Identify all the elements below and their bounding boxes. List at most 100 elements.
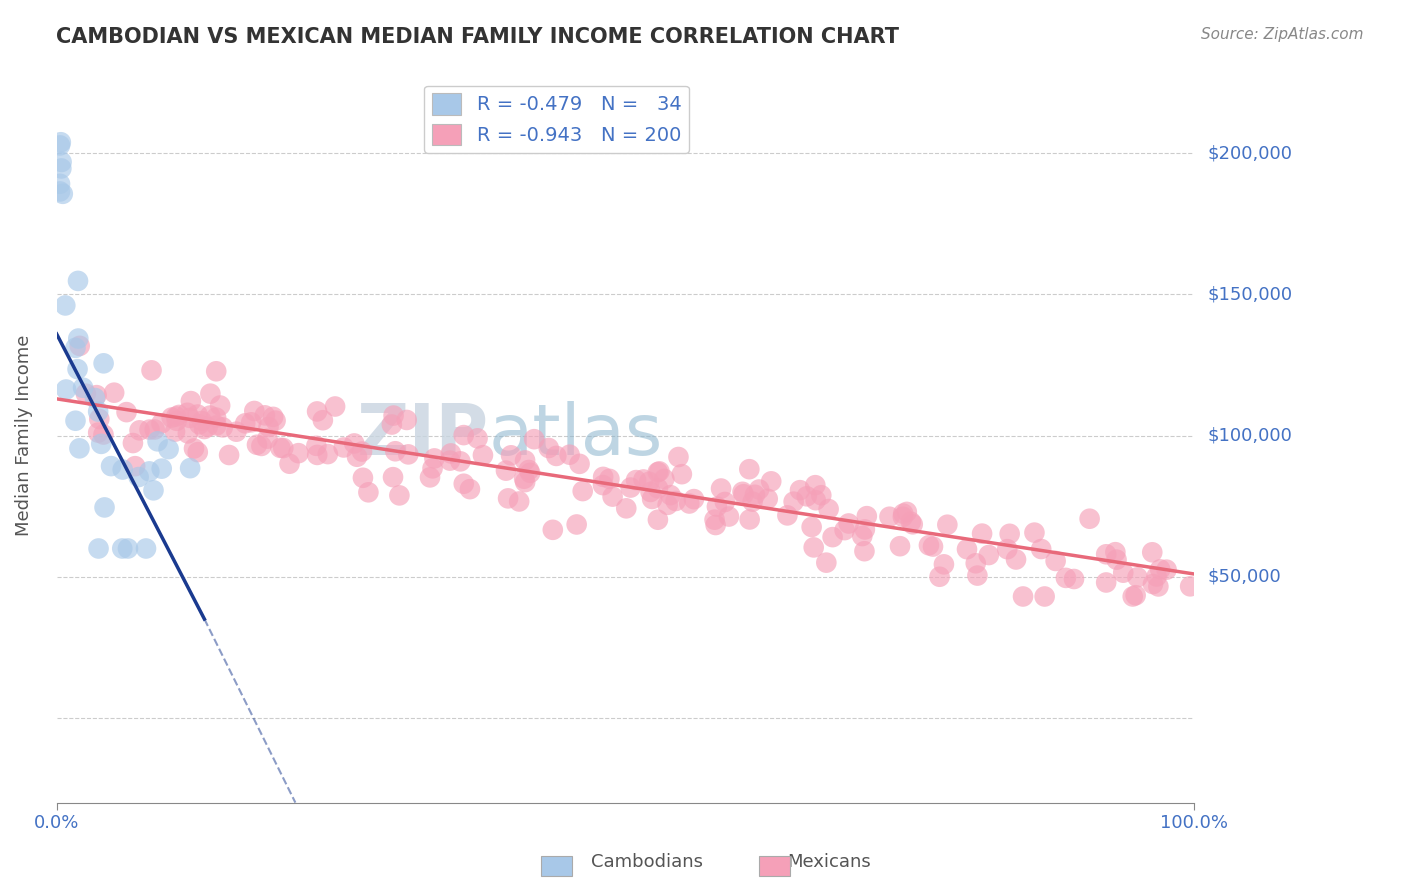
Point <box>1045 554 1067 568</box>
Point <box>1105 552 1128 566</box>
Point <box>453 476 475 491</box>
Point <box>647 481 669 495</box>
Point <box>183 442 205 456</box>
Point <box>177 426 200 441</box>
Point <box>647 465 669 479</box>
Text: $50,000: $50,000 <box>1208 567 1281 586</box>
Point <box>49 177 72 191</box>
Point <box>467 431 489 445</box>
Point <box>657 498 679 512</box>
Point <box>965 556 987 570</box>
Point <box>706 500 728 514</box>
Point <box>111 541 134 556</box>
Point <box>250 439 273 453</box>
Point <box>1054 571 1077 585</box>
Point <box>218 448 240 462</box>
Point <box>188 417 211 432</box>
Point <box>901 517 924 532</box>
Point <box>449 454 471 468</box>
Point <box>419 470 441 484</box>
Point <box>1095 547 1118 561</box>
Point <box>804 478 827 492</box>
Point <box>307 448 329 462</box>
Point <box>782 494 804 508</box>
Point <box>346 450 368 464</box>
Point <box>240 415 263 429</box>
Point <box>517 463 540 477</box>
Point <box>128 423 150 437</box>
Point <box>495 464 517 478</box>
Point <box>53 298 76 312</box>
Point <box>323 400 346 414</box>
Point <box>103 385 125 400</box>
Point <box>513 453 536 467</box>
Point <box>683 492 706 507</box>
Point <box>458 482 481 496</box>
Point <box>439 453 461 467</box>
Point <box>352 471 374 485</box>
Point <box>671 467 693 482</box>
Point <box>382 409 405 423</box>
Point <box>541 523 564 537</box>
Point <box>100 459 122 474</box>
Point <box>117 541 139 556</box>
Point <box>1142 577 1164 591</box>
Point <box>513 472 536 486</box>
Point <box>1112 566 1135 580</box>
Point <box>187 445 209 459</box>
Point <box>66 274 89 288</box>
Point <box>305 439 328 453</box>
Point <box>233 417 256 431</box>
Point <box>205 364 228 378</box>
Point <box>977 548 1000 562</box>
Point <box>640 484 662 499</box>
Point <box>422 461 444 475</box>
Point <box>67 332 90 346</box>
Point <box>67 442 90 456</box>
Point <box>571 484 593 499</box>
Point <box>620 481 643 495</box>
Point <box>804 493 827 508</box>
Point <box>440 446 463 460</box>
Point <box>163 425 186 439</box>
Point <box>150 461 173 475</box>
Point <box>1063 572 1085 586</box>
Point <box>665 494 688 508</box>
Point <box>932 558 955 572</box>
Point <box>384 444 406 458</box>
Legend: R = -0.479   N =   34, R = -0.943   N = 200: R = -0.479 N = 34, R = -0.943 N = 200 <box>425 86 689 153</box>
Point <box>271 441 294 455</box>
Point <box>124 459 146 474</box>
Point <box>93 356 115 370</box>
Point <box>141 363 163 377</box>
Point <box>111 462 134 476</box>
Point <box>789 483 811 498</box>
Point <box>243 404 266 418</box>
Text: CAMBODIAN VS MEXICAN MEDIAN FAMILY INCOME CORRELATION CHART: CAMBODIAN VS MEXICAN MEDIAN FAMILY INCOM… <box>56 27 900 46</box>
Point <box>381 417 404 432</box>
Y-axis label: Median Family Income: Median Family Income <box>15 334 32 536</box>
Point <box>90 437 112 451</box>
Point <box>568 457 591 471</box>
Point <box>815 556 838 570</box>
Point <box>710 482 733 496</box>
Point <box>633 473 655 487</box>
Point <box>803 541 825 555</box>
Point <box>205 418 228 433</box>
Point <box>834 523 856 537</box>
Point <box>225 425 247 439</box>
Point <box>810 488 832 502</box>
Point <box>1147 579 1170 593</box>
Point <box>87 404 110 418</box>
Point <box>343 436 366 450</box>
Point <box>879 509 901 524</box>
Point <box>115 405 138 419</box>
Point <box>537 441 560 455</box>
Point <box>187 408 209 422</box>
Point <box>1122 590 1144 604</box>
Point <box>150 417 173 431</box>
Point <box>918 538 941 552</box>
Point <box>515 475 537 489</box>
Point <box>51 155 73 169</box>
Point <box>257 420 280 434</box>
